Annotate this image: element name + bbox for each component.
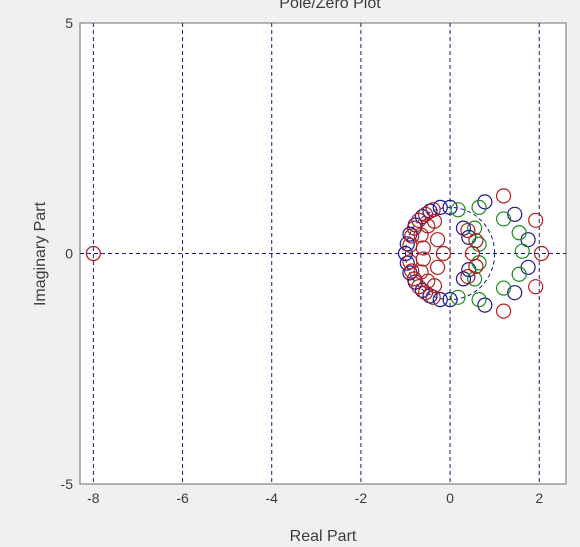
x-tick-label: -2 [355, 490, 368, 506]
pole-zero-marker [514, 243, 530, 259]
pole-zero-marker [466, 220, 483, 236]
pole-zero-marker [495, 211, 512, 227]
x-tick-label: 0 [446, 490, 454, 506]
y-tick-label: 5 [65, 15, 73, 31]
pole-zero-marker [507, 285, 523, 301]
pole-zero-marker [415, 240, 431, 256]
pole-zero-marker [471, 199, 487, 215]
pole-zero-marker [413, 227, 429, 243]
pole-zero-marker [511, 266, 527, 282]
pole-zero-marker [425, 202, 441, 218]
chart-title: Pole/Zero Plot [279, 0, 381, 12]
y-tick-label: -5 [61, 476, 74, 492]
pole-zero-marker [507, 206, 523, 222]
pole-zero-marker [413, 264, 429, 280]
pole-zero-marker [466, 271, 483, 287]
pole-zero-marker [477, 297, 493, 313]
pole-zero-marker [461, 229, 477, 245]
pole-zero-marker [477, 194, 493, 210]
pole-zero-marker [397, 245, 414, 262]
x-tick-label: -8 [87, 490, 100, 506]
pole-zero-marker [399, 236, 415, 252]
pole-zero-marker [461, 262, 477, 278]
pole-zero-marker [495, 280, 512, 296]
y-axis-label: Imaginary Part [32, 201, 49, 306]
pole-zero-marker [429, 232, 446, 248]
x-tick-label: -6 [176, 490, 189, 506]
grid-lines [80, 23, 566, 484]
pole-zero-marker [404, 228, 420, 244]
pole-zero-marker [429, 259, 446, 275]
x-tick-label: 2 [535, 490, 543, 506]
pole-zero-markers [85, 188, 550, 319]
pole-zero-marker [528, 279, 544, 295]
pole-zero-marker [495, 188, 512, 204]
pole-zero-marker [404, 263, 420, 279]
pole-zero-marker [426, 278, 443, 294]
y-tick-label: 0 [65, 246, 73, 262]
pole-zero-marker [450, 202, 466, 218]
x-axis-label: Real Part [290, 528, 357, 545]
pole-zero-marker [450, 289, 466, 305]
pole-zero-marker [533, 245, 550, 262]
tick-labels: -8 -6 -4 -2 0 2 5 0 -5 [61, 15, 544, 506]
pole-zero-marker [442, 199, 458, 215]
pole-zero-marker [435, 245, 451, 262]
pole-zero-marker [528, 212, 544, 228]
pole-zero-marker [442, 292, 458, 308]
pole-zero-marker [460, 268, 476, 285]
x-tick-label: -4 [265, 490, 278, 506]
pole-zero-marker [425, 289, 441, 305]
pole-zero-marker [399, 255, 415, 271]
pole-zero-marker [464, 245, 480, 262]
unit-circle [404, 206, 496, 301]
pole-zero-marker [460, 222, 476, 239]
pole-zero-marker [432, 199, 448, 215]
pole-zero-marker [85, 245, 101, 262]
pole-zero-marker [471, 292, 487, 308]
pole-zero-marker [426, 213, 443, 229]
pole-zero-marker [495, 303, 512, 319]
pole-zero-marker [415, 251, 431, 267]
pole-zero-marker [511, 225, 527, 241]
pole-zero-marker [432, 292, 448, 308]
